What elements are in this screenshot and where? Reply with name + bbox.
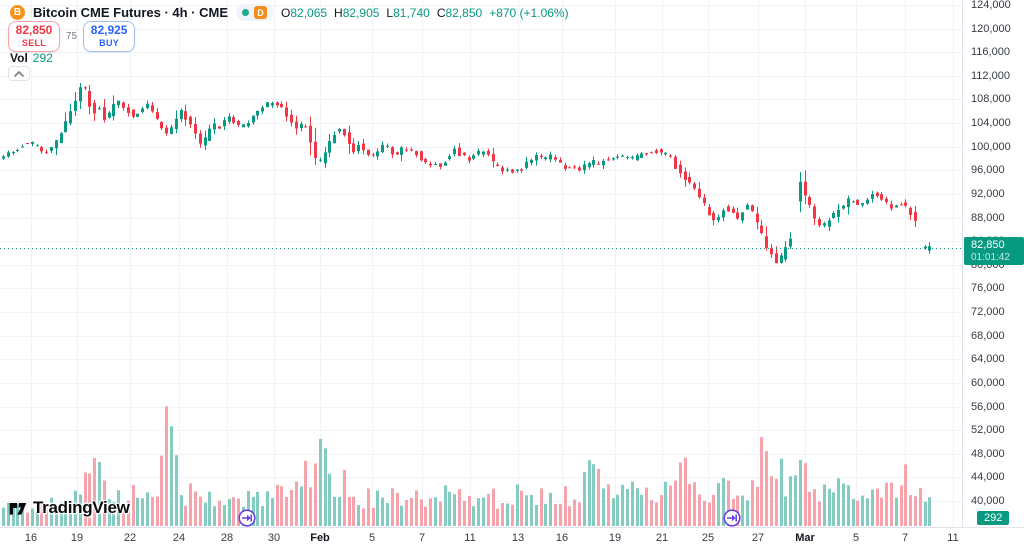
- time-tick-label: 25: [701, 532, 715, 544]
- change-value: +870 (+1.06%): [489, 5, 569, 20]
- price-tick-label: 100,000: [971, 140, 1011, 153]
- collapse-panel-button[interactable]: [8, 66, 30, 81]
- price-tick-label: 44,000: [971, 471, 1005, 484]
- close-value: 82,850: [445, 5, 483, 20]
- bitcoin-icon: B: [10, 5, 25, 20]
- time-tick-label: 5: [368, 532, 376, 544]
- price-tick-label: 56,000: [971, 400, 1005, 413]
- symbol-title[interactable]: Bitcoin CME Futures · 4h · CME: [33, 5, 228, 20]
- tradingview-logo-icon: [9, 503, 27, 515]
- price-chart[interactable]: [0, 0, 962, 527]
- price-tick-label: 76,000: [971, 282, 1005, 295]
- low-label: L: [386, 5, 394, 20]
- time-tick-label: 24: [172, 532, 186, 544]
- volume-study-legend[interactable]: Vol 292: [10, 51, 53, 65]
- price-tick-label: 92,000: [971, 187, 1005, 200]
- delayed-data-badge: D: [254, 6, 267, 19]
- chart-legend: B Bitcoin CME Futures · 4h · CME D O82,0…: [10, 4, 569, 21]
- time-tick-label: 22: [123, 532, 137, 544]
- time-tick-label: 19: [70, 532, 84, 544]
- price-tick-label: 68,000: [971, 329, 1005, 342]
- buy-label: BUY: [99, 37, 120, 48]
- chevron-up-icon: [14, 70, 24, 77]
- price-tick-label: 48,000: [971, 447, 1005, 460]
- candlestick-series: [2, 82, 931, 264]
- price-tick-label: 88,000: [971, 211, 1005, 224]
- price-scale[interactable]: 124,000 120,000 116,000 112,000 108,000 104,0…: [962, 0, 1024, 543]
- price-tick-label: 108,000: [971, 93, 1011, 106]
- time-tick-label: 16: [24, 532, 38, 544]
- price-tick-label: 116,000: [971, 46, 1010, 59]
- spread-value: 75: [66, 31, 78, 43]
- ohlc-values: O82,065 H82,905 L81,740 C82,850 +870 (+1…: [281, 6, 569, 20]
- high-value: 82,905: [342, 5, 380, 20]
- high-label: H: [334, 5, 343, 20]
- time-tick-label: 21: [655, 532, 669, 544]
- buy-price: 82,925: [90, 23, 128, 37]
- volume-label: Vol: [10, 51, 28, 65]
- price-tick-label: 52,000: [971, 424, 1005, 437]
- time-tick-label: 11: [464, 532, 476, 544]
- last-price-value: 82,850: [971, 238, 1005, 251]
- goto-event-marker-icon[interactable]: [723, 509, 741, 527]
- sell-price: 82,850: [15, 23, 53, 37]
- price-tick-label: 124,000: [971, 0, 1011, 11]
- time-tick-label: 13: [511, 532, 525, 544]
- time-tick-label: 5: [852, 532, 860, 544]
- price-tick-label: 112,000: [971, 69, 1010, 82]
- time-tick-label: 30: [267, 532, 281, 544]
- tradingview-watermark[interactable]: TradingView: [8, 498, 130, 518]
- buy-button[interactable]: 82,925 BUY: [83, 21, 136, 53]
- time-tick-label: Mar: [795, 532, 815, 544]
- time-tick-label: 11: [947, 532, 959, 544]
- volume-value: 292: [32, 51, 53, 65]
- time-tick-label: 7: [901, 532, 909, 544]
- low-value: 81,740: [393, 5, 430, 20]
- open-value: 82,065: [290, 5, 328, 20]
- watermark-text: TradingView: [33, 498, 130, 517]
- close-label: C: [436, 5, 446, 20]
- time-tick-label: 16: [555, 532, 569, 544]
- time-scale[interactable]: 16 19 22 24 28 30 Feb 5 7 11 13 16 19 21 25 27 Mar 5 7 11: [0, 527, 1024, 547]
- price-tick-label: 64,000: [971, 353, 1005, 366]
- time-tick-label: 7: [418, 532, 426, 544]
- sell-button[interactable]: 82,850 SELL: [8, 21, 60, 53]
- last-price-badge[interactable]: 82,850 01:01:42: [964, 236, 1024, 266]
- time-tick-label: 27: [751, 532, 765, 544]
- market-open-dot-icon: [242, 9, 249, 16]
- bar-countdown: 01:01:42: [971, 251, 1010, 263]
- price-tick-label: 96,000: [971, 164, 1005, 177]
- price-tick-label: 104,000: [971, 117, 1011, 130]
- sell-label: SELL: [21, 37, 47, 48]
- axis-volume-badge: 292: [977, 511, 1010, 525]
- market-status-pill[interactable]: D: [236, 4, 273, 21]
- time-tick-label: Feb: [310, 532, 330, 544]
- goto-event-marker-icon[interactable]: [238, 509, 256, 527]
- price-tick-label: 120,000: [971, 22, 1011, 35]
- price-tick-label: 40,000: [971, 495, 1005, 507]
- time-tick-label: 19: [608, 532, 622, 544]
- trade-buttons: 82,850 SELL 75 82,925 BUY: [8, 21, 136, 53]
- time-tick-label: 28: [220, 532, 234, 544]
- price-tick-label: 72,000: [971, 306, 1005, 319]
- volume-series: [2, 406, 931, 526]
- open-label: O: [281, 5, 291, 20]
- price-tick-label: 60,000: [971, 376, 1005, 389]
